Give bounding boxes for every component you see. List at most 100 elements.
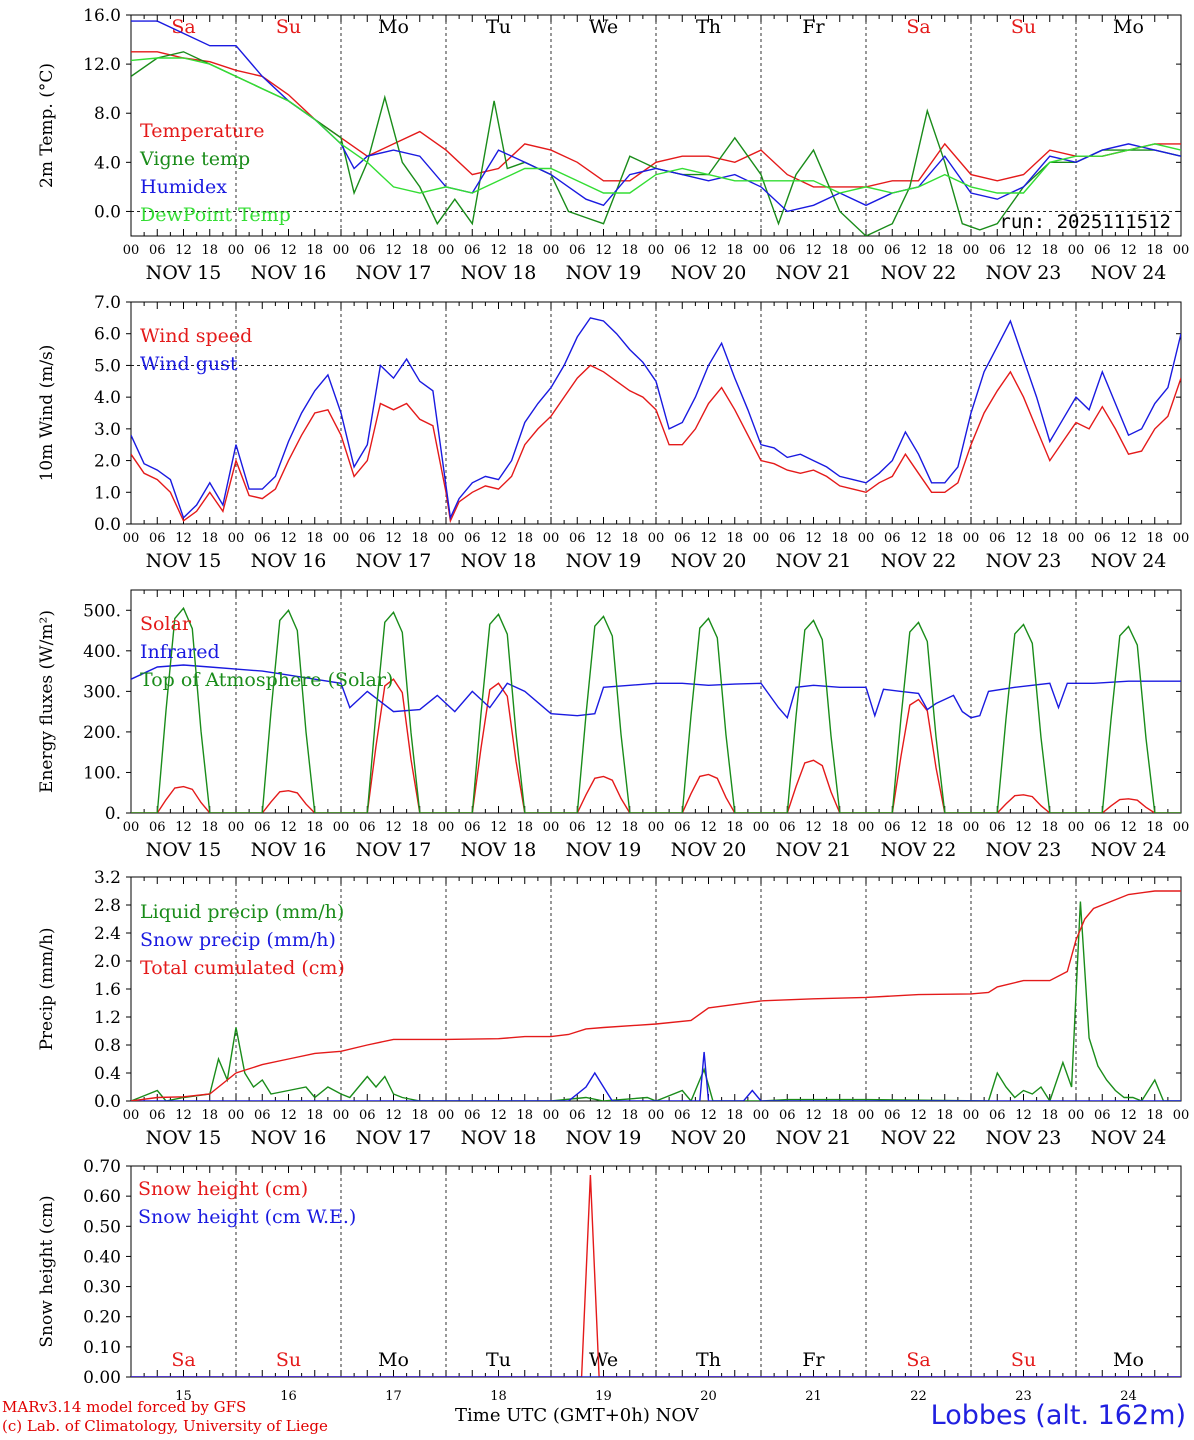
y-tick-label: 0.8 xyxy=(94,1036,121,1056)
hour-tick-label: 00 xyxy=(858,1108,875,1123)
panel-2: 0.0 1.0 2.0 3.0 4.0 5.0 6.0 7.0 10m Wind (m/s) 00… xyxy=(37,293,1189,572)
series-line-wind-speed xyxy=(131,364,1181,524)
hour-tick-label: 00 xyxy=(438,820,455,835)
weekday-label: Su xyxy=(276,16,301,38)
hour-tick-label: 18 xyxy=(1146,820,1163,835)
series-line-humidex xyxy=(131,20,1181,213)
hour-tick-label: 00 xyxy=(123,531,140,546)
weekday-label: Mo xyxy=(378,1349,409,1371)
series-line-wind-gust xyxy=(131,317,1181,521)
hour-tick-label: 18 xyxy=(726,531,743,546)
hour-tick-label: 00 xyxy=(963,1108,980,1123)
y-tick-label: 5.0 xyxy=(94,356,121,376)
hour-tick-label: 06 xyxy=(884,531,901,546)
footer-credits: MARv3.14 model forced by GFS (c) Lab. of… xyxy=(2,1398,328,1436)
weekday-label: Mo xyxy=(1113,1349,1144,1371)
day-number-label: 23 xyxy=(1015,1389,1032,1404)
hour-tick-label: 00 xyxy=(753,1108,770,1123)
day-number-label: 24 xyxy=(1120,1389,1137,1404)
model-credit: MARv3.14 model forced by GFS xyxy=(2,1398,247,1416)
hour-tick-label: 12 xyxy=(280,820,297,835)
hour-tick-label: 00 xyxy=(1068,1108,1085,1123)
lab-credit: (c) Lab. of Climatology, University of L… xyxy=(2,1417,328,1435)
y-tick-label: 0.40 xyxy=(83,1247,121,1267)
legend-entry: Wind gust xyxy=(140,353,238,375)
weekday-label: Tu xyxy=(486,16,511,38)
date-label: NOV 17 xyxy=(356,550,432,572)
weekday-label: Fr xyxy=(802,1349,825,1371)
hour-tick-label: 18 xyxy=(306,1108,323,1123)
hour-tick-label: 12 xyxy=(700,243,717,258)
y-tick-label: 0. xyxy=(105,804,121,824)
hour-tick-label: 06 xyxy=(569,820,586,835)
date-label: NOV 23 xyxy=(986,839,1062,861)
hour-tick-label: 06 xyxy=(464,243,481,258)
y-tick-label: 16.0 xyxy=(83,6,121,26)
date-label: NOV 16 xyxy=(251,262,327,284)
hour-tick-label: 18 xyxy=(831,531,848,546)
hour-tick-label: 12 xyxy=(175,820,192,835)
hour-tick-label: 18 xyxy=(621,1108,638,1123)
hour-tick-label: 12 xyxy=(175,243,192,258)
date-label: NOV 21 xyxy=(776,262,852,284)
hour-tick-label: 06 xyxy=(359,1108,376,1123)
date-label: NOV 19 xyxy=(566,839,642,861)
hour-tick-label: 12 xyxy=(595,243,612,258)
hour-tick-label: 00 xyxy=(543,1108,560,1123)
series-line-snow-height-cm xyxy=(131,1174,1181,1377)
hour-tick-label: 12 xyxy=(805,243,822,258)
hour-tick-label: 06 xyxy=(1094,1108,1111,1123)
hour-tick-label: 00 xyxy=(228,1108,245,1123)
hour-tick-label: 06 xyxy=(1094,243,1111,258)
run-annotation: run: 2025111512 xyxy=(999,211,1171,233)
hour-tick-label: 00 xyxy=(753,243,770,258)
hour-tick-label: 12 xyxy=(1015,1108,1032,1123)
hour-tick-label: 06 xyxy=(464,531,481,546)
y-axis-label: Energy fluxes (W/m²) xyxy=(37,610,57,793)
hour-tick-label: 18 xyxy=(831,820,848,835)
weekday-label: Fr xyxy=(802,16,825,38)
date-label: NOV 18 xyxy=(461,839,537,861)
hour-tick-label: 18 xyxy=(1146,531,1163,546)
hour-tick-label: 06 xyxy=(149,531,166,546)
hour-tick-label: 18 xyxy=(411,820,428,835)
legend-entry: Solar xyxy=(140,613,192,635)
date-label: NOV 19 xyxy=(566,1127,642,1149)
hour-tick-label: 06 xyxy=(359,531,376,546)
hour-tick-label: 18 xyxy=(1041,820,1058,835)
y-tick-label: 0.4 xyxy=(94,1064,121,1084)
date-label: NOV 18 xyxy=(461,550,537,572)
y-tick-label: 0.0 xyxy=(94,515,121,535)
hour-tick-label: 18 xyxy=(411,531,428,546)
hour-tick-label: 18 xyxy=(201,531,218,546)
y-tick-label: 0.60 xyxy=(83,1187,121,1207)
y-tick-label: 7.0 xyxy=(94,293,121,313)
y-tick-label: 0.70 xyxy=(83,1157,121,1177)
hour-tick-label: 18 xyxy=(516,531,533,546)
hour-tick-label: 00 xyxy=(1173,531,1190,546)
y-tick-label: 0.50 xyxy=(83,1217,121,1237)
weekday-label: Sa xyxy=(171,16,195,38)
hour-tick-label: 00 xyxy=(648,243,665,258)
hour-tick-label: 00 xyxy=(963,531,980,546)
legend-entry: Total cumulated (cm) xyxy=(140,957,345,979)
hour-tick-label: 18 xyxy=(726,820,743,835)
hour-tick-label: 12 xyxy=(700,531,717,546)
hour-tick-label: 06 xyxy=(1094,820,1111,835)
date-label: NOV 24 xyxy=(1091,262,1167,284)
hour-tick-label: 00 xyxy=(543,243,560,258)
legend-entry: Snow height (cm W.E.) xyxy=(138,1206,356,1228)
hour-tick-label: 06 xyxy=(569,531,586,546)
hour-tick-label: 18 xyxy=(621,820,638,835)
hour-tick-label: 00 xyxy=(858,531,875,546)
hour-tick-label: 12 xyxy=(595,1108,612,1123)
weekday-label: We xyxy=(589,1349,618,1371)
hour-tick-label: 00 xyxy=(543,531,560,546)
hour-tick-label: 18 xyxy=(306,531,323,546)
hour-tick-label: 00 xyxy=(1173,1108,1190,1123)
day-number-label: 15 xyxy=(175,1389,192,1404)
hour-tick-label: 18 xyxy=(936,531,953,546)
y-tick-label: 200. xyxy=(83,723,121,743)
